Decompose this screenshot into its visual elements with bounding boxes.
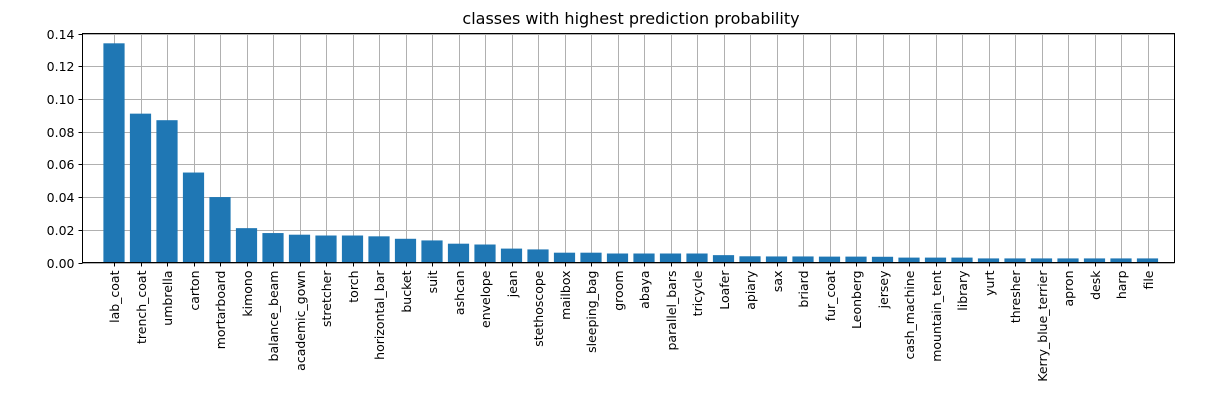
bar-tricycle <box>686 253 708 263</box>
bar-sax <box>765 256 788 263</box>
bars <box>103 43 1159 263</box>
bar-mountain_tent <box>924 257 947 263</box>
y-axis-ticks: 0.00 0.02 0.04 0.06 0.08 0.10 0.12 0.14 <box>47 27 83 271</box>
bar-jersey <box>871 256 894 263</box>
bar-academic_gown <box>288 234 311 263</box>
y-tick-label: 0.08 <box>47 125 75 140</box>
x-tick-label: horizontal_bar <box>372 270 387 360</box>
x-tick-label: torch <box>346 271 361 303</box>
x-tick-label: apron <box>1061 271 1076 307</box>
bar-stretcher <box>315 235 337 263</box>
x-tick-label: yurt <box>982 270 997 295</box>
x-tick-label: Kerry_blue_terrier <box>1035 270 1050 382</box>
bar-envelope <box>474 244 496 263</box>
x-tick-label: sax <box>770 271 785 293</box>
bar-trench_coat <box>129 113 152 263</box>
x-tick-label: abaya <box>637 271 652 309</box>
x-tick-label: ashcan <box>452 271 467 316</box>
x-tick-label: jersey <box>876 270 891 310</box>
x-tick-label: jean <box>505 271 520 299</box>
bar-lab_coat <box>103 43 125 263</box>
y-tick-label: 0.12 <box>47 59 75 74</box>
y-tick-label: 0.02 <box>47 223 75 238</box>
x-tick-label: file <box>1141 270 1156 289</box>
x-tick-label: harp <box>1114 270 1129 299</box>
bar-mortarboard <box>209 197 231 263</box>
x-tick-label: parallel_bars <box>664 271 679 351</box>
bar-balance_beam <box>262 233 284 263</box>
bar-jean <box>500 248 523 263</box>
x-tick-label: lab_coat <box>107 270 122 322</box>
bar-stethoscope <box>527 249 549 263</box>
bar-sleeping_bag <box>580 252 602 263</box>
x-tick-label: suit <box>425 270 440 293</box>
x-tick-label: tricycle <box>690 270 705 316</box>
bar-fur_coat <box>818 256 841 263</box>
x-tick-label: umbrella <box>160 271 175 326</box>
bar-horizontal_bar <box>368 236 390 263</box>
x-tick-label: Leonberg <box>849 271 864 329</box>
bar-cash_machine <box>898 257 920 263</box>
x-tick-label: groom <box>611 271 626 311</box>
y-tick-label: 0.14 <box>47 27 75 42</box>
x-tick-label: library <box>955 270 970 311</box>
x-tick-label: cash_machine <box>902 270 917 359</box>
x-tick-label: stretcher <box>319 270 334 327</box>
chart-title: classes with highest prediction probabil… <box>462 9 799 28</box>
bar-Loafer <box>712 255 735 263</box>
bar-file <box>1136 258 1159 263</box>
y-tick-label: 0.04 <box>47 190 75 205</box>
x-tick-label: Loafer <box>717 270 732 310</box>
x-tick-label: envelope <box>478 270 493 328</box>
x-tick-label: trench_coat <box>134 270 149 344</box>
plot-frame <box>82 33 1175 263</box>
x-axis-ticks: lab_coat trench_coat umbrella carton mortarb… <box>107 262 1156 382</box>
bar-umbrella <box>156 120 178 263</box>
bar-ashcan <box>447 243 470 263</box>
x-tick-label: mountain_tent <box>929 270 944 361</box>
x-tick-label: fur_coat <box>823 270 838 321</box>
bar-groom <box>606 253 629 263</box>
bar-carton <box>182 172 205 263</box>
x-tick-label: balance_beam <box>266 271 281 362</box>
y-tick-label: 0.00 <box>47 256 75 271</box>
bar-briard <box>792 256 814 263</box>
bar-parallel_bars <box>659 253 682 263</box>
x-tick-label: carton <box>187 271 202 311</box>
bar-bucket <box>394 238 417 263</box>
bar-apron <box>1057 258 1079 263</box>
x-tick-label: stethoscope <box>531 270 546 347</box>
y-tick-label: 0.10 <box>47 92 75 107</box>
y-tick-label: 0.06 <box>47 157 75 172</box>
x-tick-label: thresher <box>1008 270 1023 324</box>
bar-kimono <box>235 228 258 263</box>
x-tick-label: briard <box>796 271 811 308</box>
bar-thresher <box>1004 258 1026 263</box>
bar-Leonberg <box>845 256 867 263</box>
bar-harp <box>1110 258 1132 263</box>
x-tick-label: mailbox <box>558 271 573 320</box>
bar-mailbox <box>553 252 576 263</box>
bar-torch <box>341 235 364 263</box>
bar-Kerry_blue_terrier <box>1030 258 1053 263</box>
x-tick-label: mortarboard <box>213 271 228 350</box>
bar-abaya <box>633 253 655 263</box>
x-tick-label: kimono <box>240 271 255 317</box>
bar-apiary <box>739 256 761 263</box>
x-tick-label: apiary <box>743 270 758 310</box>
x-tick-label: bucket <box>399 270 414 312</box>
grid <box>82 33 1175 264</box>
x-tick-label: desk <box>1088 270 1103 300</box>
x-tick-label: sleeping_bag <box>584 271 599 353</box>
bar-library <box>951 257 973 263</box>
bar-desk <box>1083 258 1106 263</box>
bar-yurt <box>977 258 1000 263</box>
x-tick-label: academic_gown <box>293 271 308 371</box>
bar-suit <box>421 240 443 263</box>
